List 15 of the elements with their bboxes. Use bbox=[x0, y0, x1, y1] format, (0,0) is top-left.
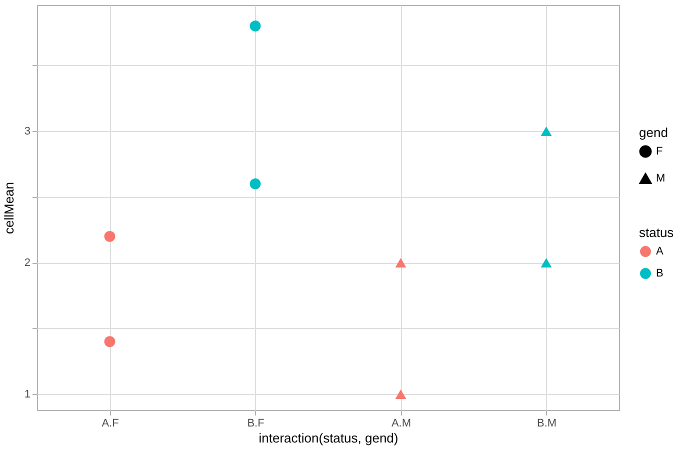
x-tick-label: B.F bbox=[247, 418, 265, 430]
x-tick-label: B.M bbox=[536, 418, 557, 430]
legend-label: A bbox=[656, 246, 664, 258]
legend-title: status bbox=[639, 225, 674, 240]
text: gend bbox=[639, 125, 668, 140]
legend-label: B bbox=[656, 268, 664, 280]
y-tick-label: 3 bbox=[24, 126, 30, 138]
text: F bbox=[656, 146, 663, 158]
x-axis-title: interaction(status, gend) bbox=[258, 430, 398, 446]
y-tick-label: 2 bbox=[24, 257, 30, 270]
x-tick-label: A.M bbox=[391, 418, 412, 430]
y-tick-label: 1 bbox=[24, 388, 30, 401]
y-axis-title: cellMean bbox=[1, 182, 16, 234]
text: M bbox=[656, 172, 666, 184]
x-tick-label: A.F bbox=[102, 418, 120, 430]
